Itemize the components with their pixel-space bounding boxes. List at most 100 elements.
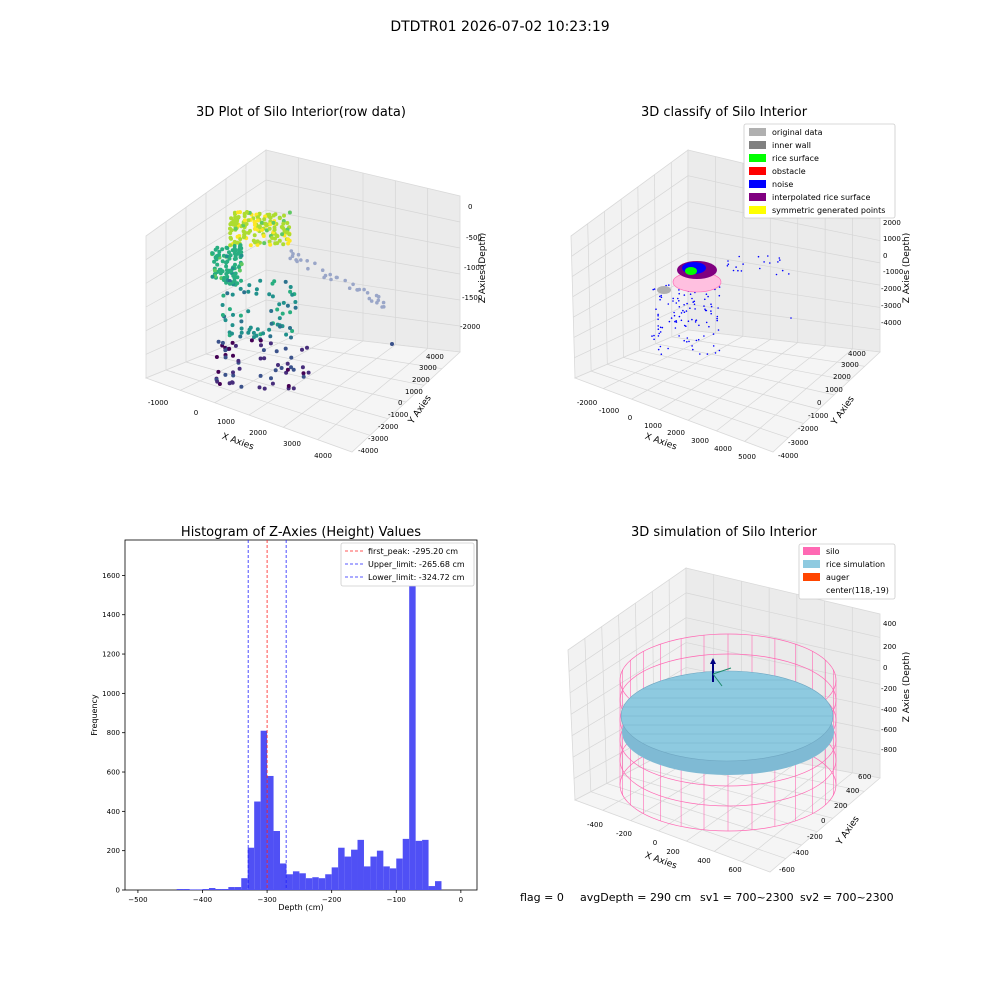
raw-point — [273, 241, 278, 246]
raw-point — [290, 329, 295, 333]
raw-point — [255, 218, 260, 223]
classify-x-tick: 5000 — [738, 453, 756, 461]
raw-point — [288, 326, 292, 330]
grid-line — [687, 303, 881, 331]
y-tick-label: 1200 — [102, 651, 120, 659]
classify-y-ticks: -4000 -3000 -2000 -1000 0 1000 2000 3000… — [778, 350, 866, 460]
histogram-bar — [286, 874, 293, 890]
noise-point — [718, 286, 721, 288]
histogram-x-ticks: −500 −400 −300 −200 −100 0 — [128, 890, 463, 904]
raw-point — [218, 271, 223, 276]
histogram-bar — [247, 847, 255, 890]
noise-point — [657, 325, 659, 327]
raw-y-tick: 0 — [398, 399, 402, 407]
simulation-z-ticks: 400 200 0 -200 -400 -600 -800 — [881, 620, 897, 754]
raw-point — [306, 370, 311, 375]
raw-point — [270, 294, 275, 299]
simulation-z-label: Z Axies (Depth) — [902, 652, 912, 723]
histogram-bar — [176, 889, 184, 890]
raw-point — [237, 265, 241, 270]
noise-point — [658, 332, 660, 335]
raw-point — [390, 342, 394, 346]
raw-point — [241, 229, 246, 234]
raw-point — [233, 343, 238, 348]
raw-point — [284, 332, 289, 337]
classify-original-cluster — [657, 286, 671, 294]
raw-point — [212, 268, 217, 273]
simulation-z-tick: -800 — [881, 746, 897, 754]
histogram-bar — [234, 887, 242, 890]
noise-point — [716, 317, 718, 320]
noise-point — [686, 337, 689, 339]
grid-line — [655, 343, 850, 381]
legend-label: rice simulation — [826, 560, 885, 569]
raw-point — [229, 216, 234, 221]
legend-swatch — [749, 180, 766, 188]
raw-point — [277, 216, 282, 221]
raw-point — [244, 222, 249, 226]
noise-point — [738, 255, 740, 258]
raw-point — [299, 258, 303, 262]
raw-point — [282, 213, 286, 218]
noise-point — [759, 267, 761, 270]
legend-label: interpolated rice surface — [772, 193, 870, 202]
raw-point — [210, 251, 215, 256]
noise-point — [667, 303, 670, 305]
raw-point — [224, 272, 229, 276]
raw-point — [267, 327, 272, 332]
raw-point — [267, 239, 272, 244]
histogram-bar — [435, 881, 442, 890]
noise-point — [659, 326, 662, 329]
grid-line — [622, 774, 818, 833]
status-flag: flag = 0 — [520, 891, 564, 904]
raw-point — [255, 239, 260, 244]
raw-point — [220, 340, 225, 345]
simulation-x-tick: 0 — [653, 839, 657, 847]
raw-point — [239, 250, 244, 255]
raw-point — [289, 335, 293, 340]
raw-point — [232, 244, 237, 248]
raw-y-tick: -1000 — [388, 411, 408, 419]
raw-point — [289, 355, 294, 360]
grid-line — [603, 332, 716, 389]
noise-point — [657, 313, 659, 316]
raw-point — [285, 361, 290, 366]
raw-point — [230, 292, 235, 297]
noise-point — [732, 269, 735, 272]
raw-point — [261, 234, 266, 238]
raw-point — [210, 274, 215, 279]
raw-point — [285, 303, 290, 308]
histogram-reference-lines — [247, 540, 287, 890]
raw-x-tick: 1000 — [217, 418, 235, 426]
noise-point — [695, 319, 698, 322]
histogram-bar — [292, 871, 300, 890]
legend-swatch — [803, 573, 820, 581]
raw-point — [323, 273, 328, 278]
noise-point — [703, 305, 705, 307]
raw-point — [242, 214, 247, 219]
noise-point — [682, 309, 684, 312]
noise-point — [678, 300, 680, 302]
classify-y-tick: -4000 — [778, 452, 798, 460]
raw-point — [259, 220, 264, 225]
raw-point — [227, 346, 232, 351]
raw-point — [343, 278, 348, 283]
raw-point — [221, 293, 226, 298]
noise-point — [683, 294, 686, 296]
noise-point — [693, 300, 696, 303]
raw-point — [239, 319, 244, 324]
y-tick-label: 1400 — [102, 611, 120, 619]
noise-point — [683, 311, 686, 314]
grid-line — [571, 175, 689, 257]
histogram-bar — [325, 874, 332, 890]
simulation-y-tick: 400 — [846, 787, 859, 795]
raw-point — [271, 220, 276, 225]
raw-point — [369, 299, 374, 303]
noise-point — [653, 288, 656, 290]
raw-point — [214, 355, 219, 359]
y-tick-label: 200 — [107, 847, 120, 855]
legend-label: obstacle — [772, 167, 806, 176]
simulation-x-tick: 200 — [666, 848, 679, 856]
noise-point — [667, 347, 669, 350]
noise-point — [653, 338, 655, 341]
